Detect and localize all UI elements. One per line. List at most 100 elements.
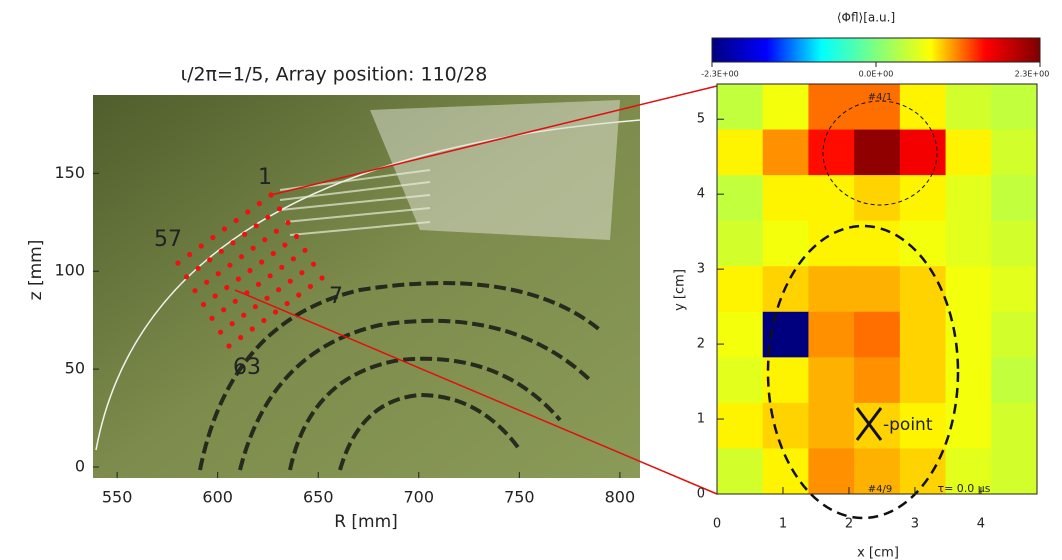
probe-marker: [207, 257, 213, 263]
colorbar-tick-label: 2.3E+00: [1015, 70, 1050, 79]
probe-marker: [226, 343, 232, 349]
annotation: τ= 0.0 μs: [937, 482, 990, 495]
probe-marker: [221, 226, 228, 232]
heatmap-cell: [899, 402, 947, 449]
probe-marker: [218, 248, 224, 254]
probe-marker: [268, 192, 274, 198]
heatmap-cell: [945, 448, 992, 495]
probe-marker: [195, 265, 201, 271]
probe-marker: [209, 315, 215, 321]
colorbar-title: ⟨Φfl⟩[a.u.]: [837, 11, 895, 25]
y-tick-label: 0: [75, 457, 85, 476]
zoom-lines: [234, 85, 718, 495]
probe-marker: [319, 275, 325, 281]
y-tick-label: 5: [697, 112, 705, 127]
heatmap-cell: [717, 220, 764, 267]
probe-marker: [242, 231, 248, 237]
heatmap-cell: [762, 175, 809, 222]
heatmap-cell: [991, 448, 1038, 495]
probe-marker: [187, 251, 193, 258]
heatmap-cell: [762, 84, 809, 131]
heatmap-cell: [899, 266, 947, 313]
colorbar: [711, 37, 1041, 63]
probe-marker: [250, 245, 256, 251]
heatmap-cell: [899, 175, 947, 222]
colorbar-tick-label: 0.0E+00: [859, 70, 894, 79]
heatmap-cell: [991, 311, 1038, 358]
x-tick-label: 2: [845, 517, 853, 532]
probe-marker: [204, 279, 210, 285]
probe-label: 1: [258, 165, 272, 190]
heatmap-cell: [717, 129, 764, 176]
x-axis-label: R [mm]: [334, 512, 398, 532]
probe-marker: [192, 288, 198, 294]
heatmap-cell: [991, 357, 1038, 404]
probe-label: 63: [233, 355, 261, 380]
x-axis-label: x [cm]: [857, 546, 899, 560]
heatmap-cell: [717, 402, 764, 449]
probe-marker: [299, 270, 305, 276]
y-tick-label: 3: [697, 262, 705, 277]
heatmap-cell: [991, 175, 1038, 222]
probe-marker: [221, 307, 227, 313]
heatmap-cell: [854, 84, 901, 131]
heatmap-cell: [945, 357, 992, 404]
y-axis-label: y [cm]: [673, 269, 688, 311]
probe-marker: [249, 326, 255, 332]
probe-marker: [293, 233, 300, 240]
heatmap-cell: [808, 402, 855, 449]
x-tick-label: 550: [102, 488, 133, 507]
probe-marker: [232, 298, 238, 304]
probe-marker: [230, 240, 236, 246]
x-tick-label: 0: [713, 517, 721, 532]
x-tick-label: 4: [977, 517, 985, 532]
probe-marker: [247, 267, 253, 274]
heatmap-cell: [899, 357, 947, 404]
heatmap-cell: [808, 311, 855, 358]
heatmap-cell: [854, 448, 901, 495]
probe-label: 57: [154, 227, 182, 252]
probe-marker: [307, 283, 313, 290]
x-tick-label: 700: [404, 488, 435, 507]
heatmap-cell: [854, 220, 901, 267]
probe-marker: [212, 293, 218, 299]
probe-marker: [270, 250, 276, 257]
heatmap-cell: [991, 84, 1038, 131]
y-tick-label: 150: [54, 163, 85, 182]
probe-marker: [198, 243, 204, 249]
heatmap-cell: [991, 129, 1038, 176]
heatmap-cell: [854, 357, 901, 404]
heatmap-cell: [854, 266, 901, 313]
annotation: #4/9: [868, 484, 892, 495]
probe-marker: [245, 209, 251, 215]
probe-marker: [262, 237, 268, 243]
probe-marker: [175, 260, 181, 266]
probe-marker: [253, 223, 259, 229]
photo: [93, 95, 641, 478]
heatmap-cell: [945, 402, 992, 449]
heatmap-cell: [854, 311, 901, 358]
heatmap-cell: [717, 266, 764, 313]
probe-marker: [210, 234, 216, 241]
y-axis-label: z [mm]: [26, 240, 46, 301]
y-tick-label: 2: [697, 337, 705, 352]
heatmap-cell: [717, 448, 764, 495]
heatmap-cell: [854, 129, 901, 176]
probe-marker: [215, 271, 221, 277]
left-title: ι/2π=1/5, Array position: 110/28: [181, 64, 488, 86]
probe-marker: [233, 217, 239, 224]
x-tick-label: 800: [605, 488, 636, 507]
probe-marker: [256, 200, 262, 207]
heatmap-cell: [717, 84, 764, 131]
heatmap-cell: [945, 129, 992, 176]
annotation: -point: [883, 415, 933, 435]
heatmap-cell: [808, 357, 855, 404]
ellipses: [766, 100, 960, 520]
y-tick-label: 0: [697, 487, 705, 502]
probe-marker: [279, 264, 285, 270]
probe-marker: [310, 261, 317, 267]
x-tick-label: 3: [911, 517, 919, 532]
probe-marker: [285, 220, 291, 226]
probe-marker: [272, 309, 279, 315]
probe-marker: [183, 274, 190, 280]
